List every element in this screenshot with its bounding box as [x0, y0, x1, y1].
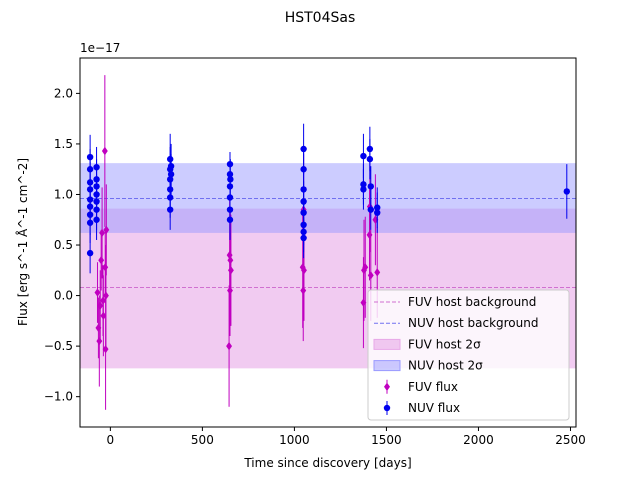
chart-title: HST04Sas [285, 10, 356, 26]
fuv-flux-point [100, 311, 107, 320]
legend-fuv-flux-marker [384, 382, 390, 391]
legend-fuv-band-symbol [373, 338, 401, 350]
fuv-flux-point [301, 266, 307, 275]
fuv-flux-point [300, 286, 307, 295]
y-offset-label: 1e−17 [80, 41, 120, 55]
x-tick-label: 1500 [371, 433, 402, 447]
fuv-flux-point [103, 291, 109, 300]
nuv-flux-point [300, 234, 307, 242]
nuv-flux-point [226, 216, 234, 223]
legend: FUV host background NUV host background … [367, 289, 570, 421]
nuv-flux-point [93, 216, 100, 223]
fuv-flux-point [374, 268, 381, 277]
fuv-flux-point [367, 271, 374, 280]
nuv-flux-point [374, 209, 381, 216]
nuv-host-band [80, 163, 576, 233]
fuv-flux-point [94, 288, 101, 297]
nuv-flux-point [86, 219, 94, 226]
y-tick-label: 0.5 [54, 238, 73, 252]
nuv-flux-point [360, 152, 367, 160]
y-axis-ticks: −1.0 −0.5 0.0 0.5 1.0 1.5 2.0 [44, 86, 80, 404]
nuv-flux-point [166, 206, 174, 213]
nuv-flux-point [563, 188, 570, 195]
fuv-flux-point [96, 336, 103, 346]
fuv-flux-point [101, 146, 108, 156]
fuv-flux-point [227, 255, 234, 265]
legend-fuv-flux-symbol [384, 379, 390, 394]
x-tick-label: 2500 [555, 433, 586, 447]
fuv-flux-point [103, 225, 110, 235]
x-tick-label: 500 [191, 433, 214, 447]
fuv-flux-point [227, 266, 234, 275]
fuv-flux-point [98, 255, 105, 265]
plot-frame [79, 57, 577, 428]
x-axis-ticks: 0 500 1000 1500 2000 2500 [107, 427, 586, 447]
nuv-flux-point [367, 183, 374, 190]
nuv-flux-point [86, 249, 94, 257]
nuv-flux-point [367, 206, 374, 213]
legend-fuv-bg-label: FUV host background [408, 295, 536, 309]
x-axis-label: Time since discovery [days] [243, 456, 411, 470]
nuv-flux-point [360, 186, 367, 193]
nuv-flux-point [227, 176, 234, 183]
y-tick-label: 1.5 [54, 137, 73, 151]
y-tick-label: 1.0 [54, 187, 73, 201]
plot-area [80, 75, 576, 410]
fuv-flux-point [97, 301, 104, 310]
legend-nuv-bg-label: NUV host background [408, 316, 538, 330]
y-tick-label: 2.0 [54, 86, 73, 100]
fuv-flux-point [362, 263, 369, 272]
legend-nuv-flux-symbol [383, 401, 391, 415]
x-tick-label: 0 [107, 433, 115, 447]
legend-nuv-flux-label: NUV flux [408, 401, 460, 415]
fuv-flux-point [226, 341, 233, 351]
legend-nuv-band-symbol [373, 360, 401, 372]
legend-nuv-band-label: NUV host 2σ [408, 359, 483, 373]
legend-fuv-band-label: FUV host 2σ [408, 337, 481, 351]
y-tick-label: 0.0 [54, 289, 73, 303]
nuv-flux-point [366, 155, 374, 163]
legend-box [367, 289, 570, 421]
fuv-flux-point [102, 344, 109, 354]
y-axis-label: Flux [erg s^-1 Å^-1 cm^-2] [15, 158, 30, 326]
fuv-flux-point [99, 228, 106, 238]
y-tick-label: −0.5 [44, 339, 73, 353]
y-tick-label: −1.0 [44, 390, 73, 404]
x-tick-label: 2000 [463, 433, 494, 447]
legend-nuv-flux-marker [383, 404, 391, 412]
x-tick-label: 1000 [279, 433, 310, 447]
nuv-flux-point [167, 171, 175, 178]
legend-fuv-flux-label: FUV flux [408, 380, 458, 394]
